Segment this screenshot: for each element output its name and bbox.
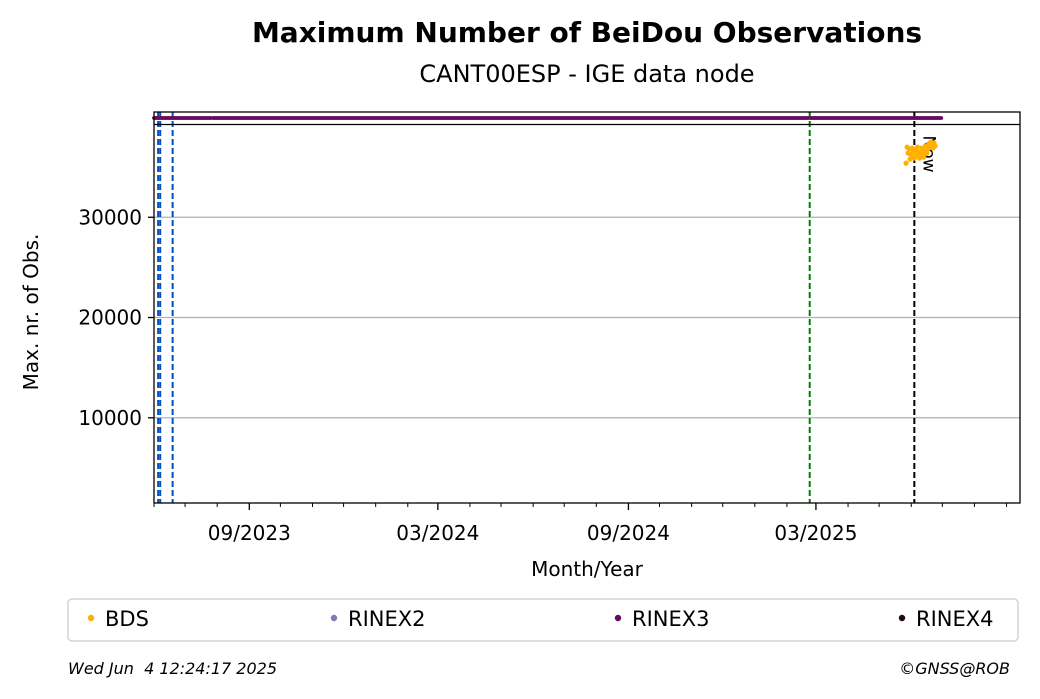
y-axis: 10000 20000 30000 (78, 205, 154, 430)
legend: BDS RINEX2 RINEX3 RINEX4 (67, 598, 1019, 642)
legend-label: RINEX3 (632, 607, 710, 631)
legend-marker (87, 614, 95, 622)
data-point (914, 144, 921, 150)
legend-marker (330, 614, 338, 622)
x-tick-label: 03/2024 (396, 521, 479, 545)
y-gridlines (154, 216, 1020, 419)
data-point (907, 156, 913, 162)
y-tick-label: 10000 (78, 406, 142, 430)
x-axis-label: Month/Year (531, 557, 644, 581)
legend-label: RINEX4 (916, 607, 994, 631)
data-point (909, 145, 915, 151)
chart-title: Maximum Number of BeiDou Observations (252, 16, 922, 49)
legend-box (67, 598, 1019, 642)
data-point (921, 154, 927, 160)
x-axis: 09/2023 03/2024 09/2024 03/2025 (153, 503, 1008, 545)
legend-marker (898, 614, 906, 622)
y-axis-label: Max. nr. of Obs. (19, 234, 43, 391)
data-point (924, 150, 930, 156)
footer-timestamp: Wed Jun 4 12:24:17 2025 (68, 659, 277, 678)
data-point (932, 143, 938, 149)
footer-credit: ©GNSS@ROB (899, 659, 1010, 678)
plot-frame (153, 111, 1021, 504)
x-tick-label: 09/2024 (587, 521, 670, 545)
data-point (903, 160, 909, 166)
x-tick-label: 09/2023 (208, 521, 291, 545)
chart-subtitle: CANT00ESP - IGE data node (419, 60, 754, 88)
vertical-marker-lines: Now (157, 112, 938, 503)
y-tick-label: 20000 (78, 306, 142, 330)
format-strip (152, 116, 944, 120)
legend-label: RINEX2 (348, 607, 426, 631)
legend-marker (614, 614, 622, 622)
legend-label: BDS (105, 607, 149, 631)
x-tick-label: 03/2025 (774, 521, 857, 545)
y-tick-label: 30000 (78, 205, 142, 229)
format-strip-point (939, 116, 944, 120)
bds-series (903, 139, 938, 166)
